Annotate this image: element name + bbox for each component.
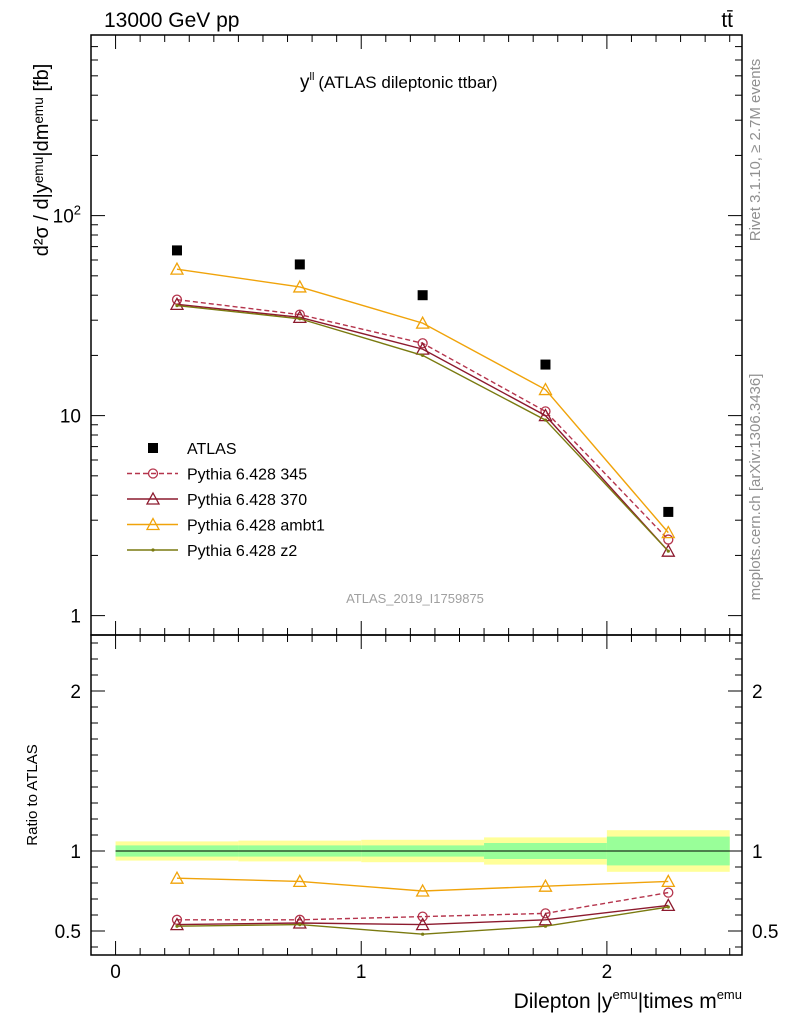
x-tick-label: 1 [356,962,367,983]
plot-title: yll (ATLAS dileptonic ttbar) [300,71,498,93]
data-point [417,290,428,301]
data-point [666,549,670,553]
title-text: (ATLAS dileptonic ttbar) [318,73,497,92]
ratio-point [298,923,302,927]
data-point [663,506,674,517]
ratio-tick-label-right: 0.5 [752,922,778,943]
ratio-frame [90,634,743,956]
ratio-tick-label-left: 0.5 [55,922,81,943]
data-point [298,317,302,321]
data-point [171,245,182,256]
legend-label: ATLAS [187,441,237,458]
ratio-tick-label-right: 1 [752,842,763,863]
x-tick-label: 0 [110,962,121,983]
legend-marker [151,548,155,552]
rivet-label: Rivet 3.1.10, ≥ 2.7M events [747,59,764,242]
title-sup: ll [310,71,315,83]
xlabel-p3: emu [717,987,742,1002]
legend-label: Pythia 6.428 z2 [187,543,297,560]
x-tick-label: 2 [602,962,613,983]
ratio-line [176,904,669,926]
y-tick-label: 10 [60,407,81,428]
ratio-point [292,915,307,929]
legend-marker [145,517,161,531]
ratio-point [292,874,307,888]
legend-marker [145,491,161,505]
data-point [169,296,185,311]
data-point [292,309,307,323]
series-line [176,303,669,552]
ratio-point [543,924,548,928]
series-line [176,268,669,534]
xlabel-p2: |times m [638,990,717,1013]
data-point [663,534,674,545]
x-axis-label: Dilepton |yemu|times memu [514,987,742,1013]
legend-marker [147,468,159,479]
data-point [292,279,307,293]
ratio-point [415,917,430,931]
data-point [421,353,425,358]
beam-label: 13000 GeV pp [104,9,239,32]
data-point [538,382,553,396]
ratio-tick-label-left: 2 [70,682,81,703]
ratio-point [175,924,179,928]
data-point [294,259,305,270]
ratio-point [666,905,670,909]
legend-marker [148,443,158,453]
legend-label: Pythia 6.428 345 [187,467,307,484]
title-var: y [300,72,310,93]
y-tick-label: 1 [70,607,81,628]
xlabel-p1: emu [612,987,637,1002]
data-point [661,525,676,539]
ratio-point [169,870,185,884]
ratio-point [663,887,674,898]
ratio-line [176,891,669,921]
ratio-point [540,908,551,919]
ratio-point [661,898,676,912]
main-plot: 1 10 102 [53,34,743,955]
ratio-point [661,874,676,888]
ratio-point [169,917,185,931]
data-point [415,315,430,329]
xlabel-p0: Dilepton |y [514,990,613,1013]
legend: ATLAS Pythia 6.428 345 Pythia 6.428 370 Pyt… [127,441,325,560]
ratio-tick-label-right: 2 [752,682,763,703]
ratio-tick-label-left: 1 [70,842,81,863]
data-point [540,359,551,370]
main-ylabel: d²σ / d|yᵉᵐᵘ|dmᵉᵐᵘ [fb] [31,64,53,257]
ratio-ylabel: Ratio to ATLAS [24,744,41,845]
ratio-point [538,878,553,892]
process-label: tt̄ [721,9,733,32]
watermark: ATLAS_2019_I1759875 [346,591,484,606]
data-point [661,543,676,557]
ratio-plot: 0.5 0.5 1 1 2 2 0 1 2 [55,634,778,983]
source-label: mcplots.cern.ch [arXiv:1306.3436] [747,374,764,601]
ratio-line [176,877,669,892]
data-point [175,303,179,308]
legend-label: Pythia 6.428 ambt1 [187,518,325,535]
legend-label: Pythia 6.428 370 [187,492,307,509]
data-point [169,261,185,275]
y-tick-label: 102 [53,203,81,228]
data-point [417,338,428,349]
ratio-point [415,883,430,897]
ratio-point [417,911,428,922]
data-point [543,418,548,422]
ratio-point [421,932,425,936]
